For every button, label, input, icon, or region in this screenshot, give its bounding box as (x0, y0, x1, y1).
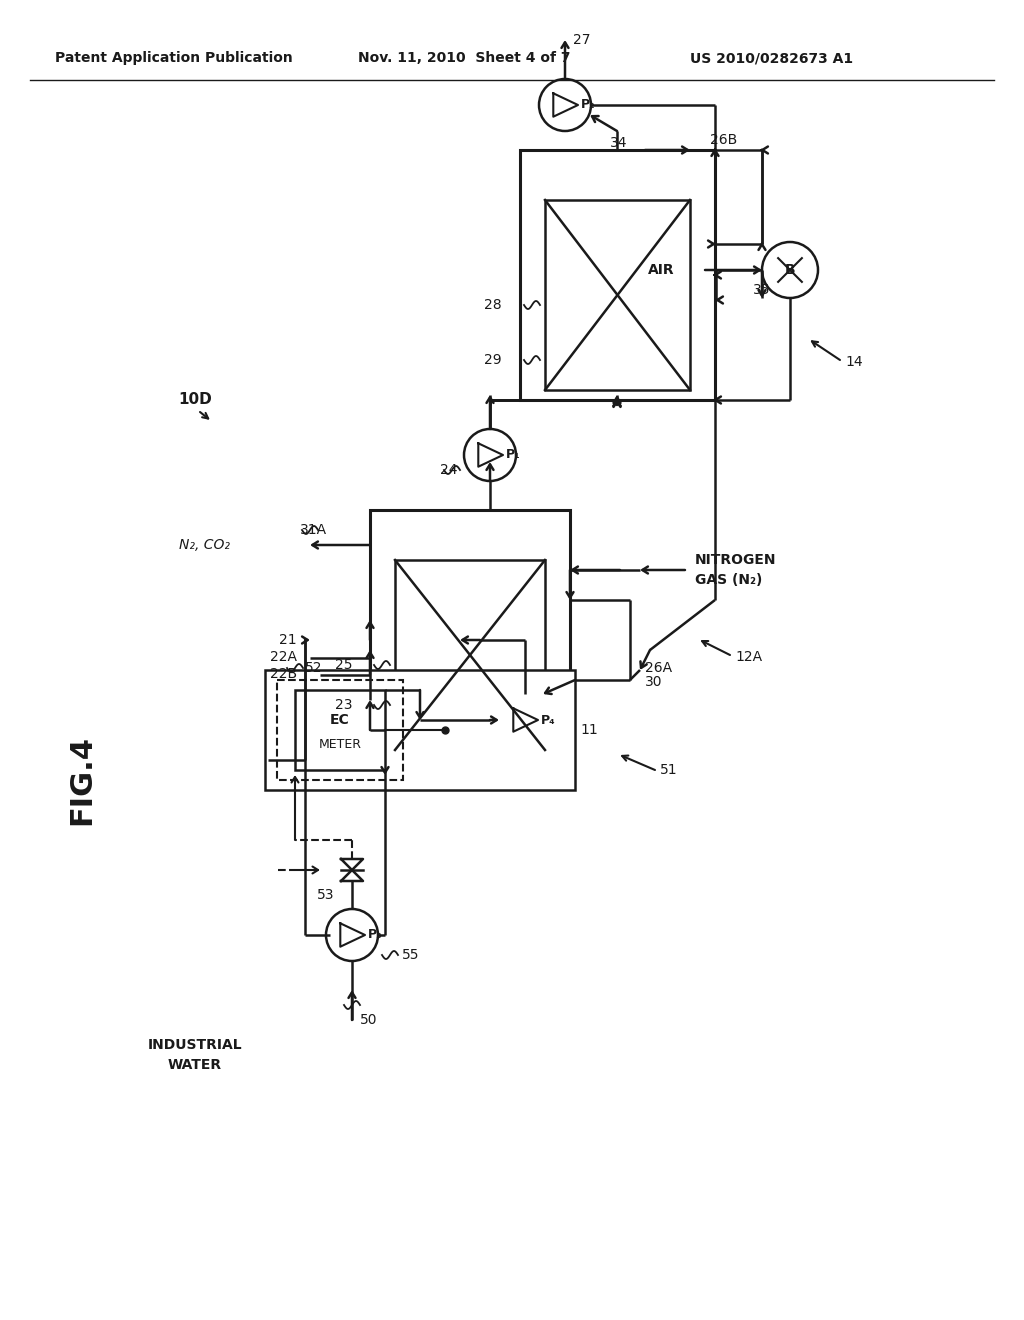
Text: 50: 50 (360, 1012, 378, 1027)
Text: P₄: P₄ (541, 714, 555, 726)
Circle shape (326, 909, 378, 961)
Bar (370, 510, 570, 760)
Circle shape (464, 429, 516, 480)
Text: 23: 23 (335, 698, 352, 711)
Text: METER: METER (318, 738, 361, 751)
Text: Patent Application Publication: Patent Application Publication (55, 51, 293, 65)
Bar (395, 560, 545, 750)
Text: 25: 25 (335, 657, 352, 672)
Circle shape (499, 694, 551, 746)
Text: EC: EC (330, 713, 350, 727)
Text: 31A: 31A (300, 523, 327, 537)
Text: 27: 27 (573, 33, 591, 48)
Text: 51: 51 (660, 763, 678, 777)
Text: 11: 11 (580, 723, 598, 737)
Text: 24: 24 (440, 463, 458, 477)
Text: 14: 14 (845, 355, 862, 370)
Text: 53: 53 (317, 888, 335, 902)
Text: 22A: 22A (270, 649, 297, 664)
Bar (295, 690, 385, 770)
Text: Nov. 11, 2010  Sheet 4 of 7: Nov. 11, 2010 Sheet 4 of 7 (358, 51, 570, 65)
Text: 10D: 10D (178, 392, 212, 408)
Text: NITROGEN: NITROGEN (695, 553, 776, 568)
Bar (520, 150, 715, 400)
Text: GAS (N₂): GAS (N₂) (695, 573, 763, 587)
Text: 22B: 22B (270, 667, 297, 681)
Bar (545, 201, 690, 389)
Text: 26A: 26A (645, 661, 672, 675)
Text: FIG.4: FIG.4 (68, 735, 96, 825)
Text: 29: 29 (484, 352, 502, 367)
Text: 21: 21 (280, 634, 297, 647)
Text: 12A: 12A (735, 649, 762, 664)
Text: P₂: P₂ (581, 99, 595, 111)
Text: WATER: WATER (168, 1059, 222, 1072)
Text: 30: 30 (645, 675, 663, 689)
Circle shape (539, 79, 591, 131)
Text: 28: 28 (484, 298, 502, 312)
Bar (278, 680, 403, 780)
Text: P₃: P₃ (368, 928, 382, 941)
Text: INDUSTRIAL: INDUSTRIAL (147, 1038, 243, 1052)
Text: AIR: AIR (648, 263, 675, 277)
Text: 52: 52 (305, 661, 323, 675)
Text: 55: 55 (402, 948, 420, 962)
Text: 34: 34 (610, 136, 628, 150)
Circle shape (762, 242, 818, 298)
Text: N₂, CO₂: N₂, CO₂ (179, 539, 230, 552)
Text: US 2010/0282673 A1: US 2010/0282673 A1 (690, 51, 853, 65)
Text: 35: 35 (754, 282, 771, 297)
Text: P₁: P₁ (506, 449, 520, 462)
Bar (265, 671, 575, 789)
Text: 26B: 26B (710, 133, 737, 147)
Text: B: B (784, 263, 796, 277)
